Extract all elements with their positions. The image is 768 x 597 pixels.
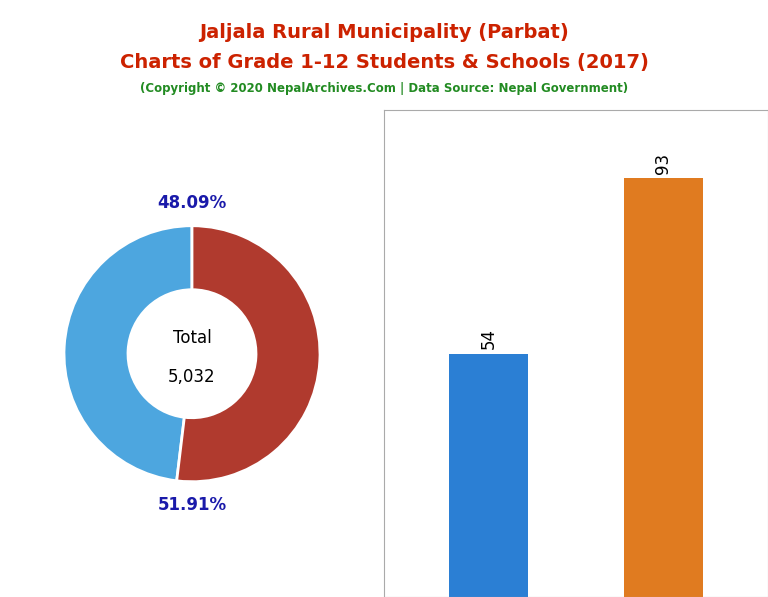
Text: Jaljala Rural Municipality (Parbat): Jaljala Rural Municipality (Parbat) [199, 23, 569, 42]
Wedge shape [64, 226, 192, 481]
Text: Total: Total [173, 330, 211, 347]
Bar [449, 353, 528, 597]
Text: Charts of Grade 1-12 Students & Schools (2017): Charts of Grade 1-12 Students & Schools … [120, 53, 648, 72]
Text: 51.91%: 51.91% [157, 496, 227, 514]
Text: 48.09%: 48.09% [157, 193, 227, 212]
Text: 54: 54 [480, 328, 498, 349]
Bar [624, 178, 703, 597]
Text: 5,032: 5,032 [168, 368, 216, 386]
Wedge shape [177, 226, 320, 482]
Text: 93: 93 [654, 152, 672, 174]
Text: (Copyright © 2020 NepalArchives.Com | Data Source: Nepal Government): (Copyright © 2020 NepalArchives.Com | Da… [140, 82, 628, 96]
